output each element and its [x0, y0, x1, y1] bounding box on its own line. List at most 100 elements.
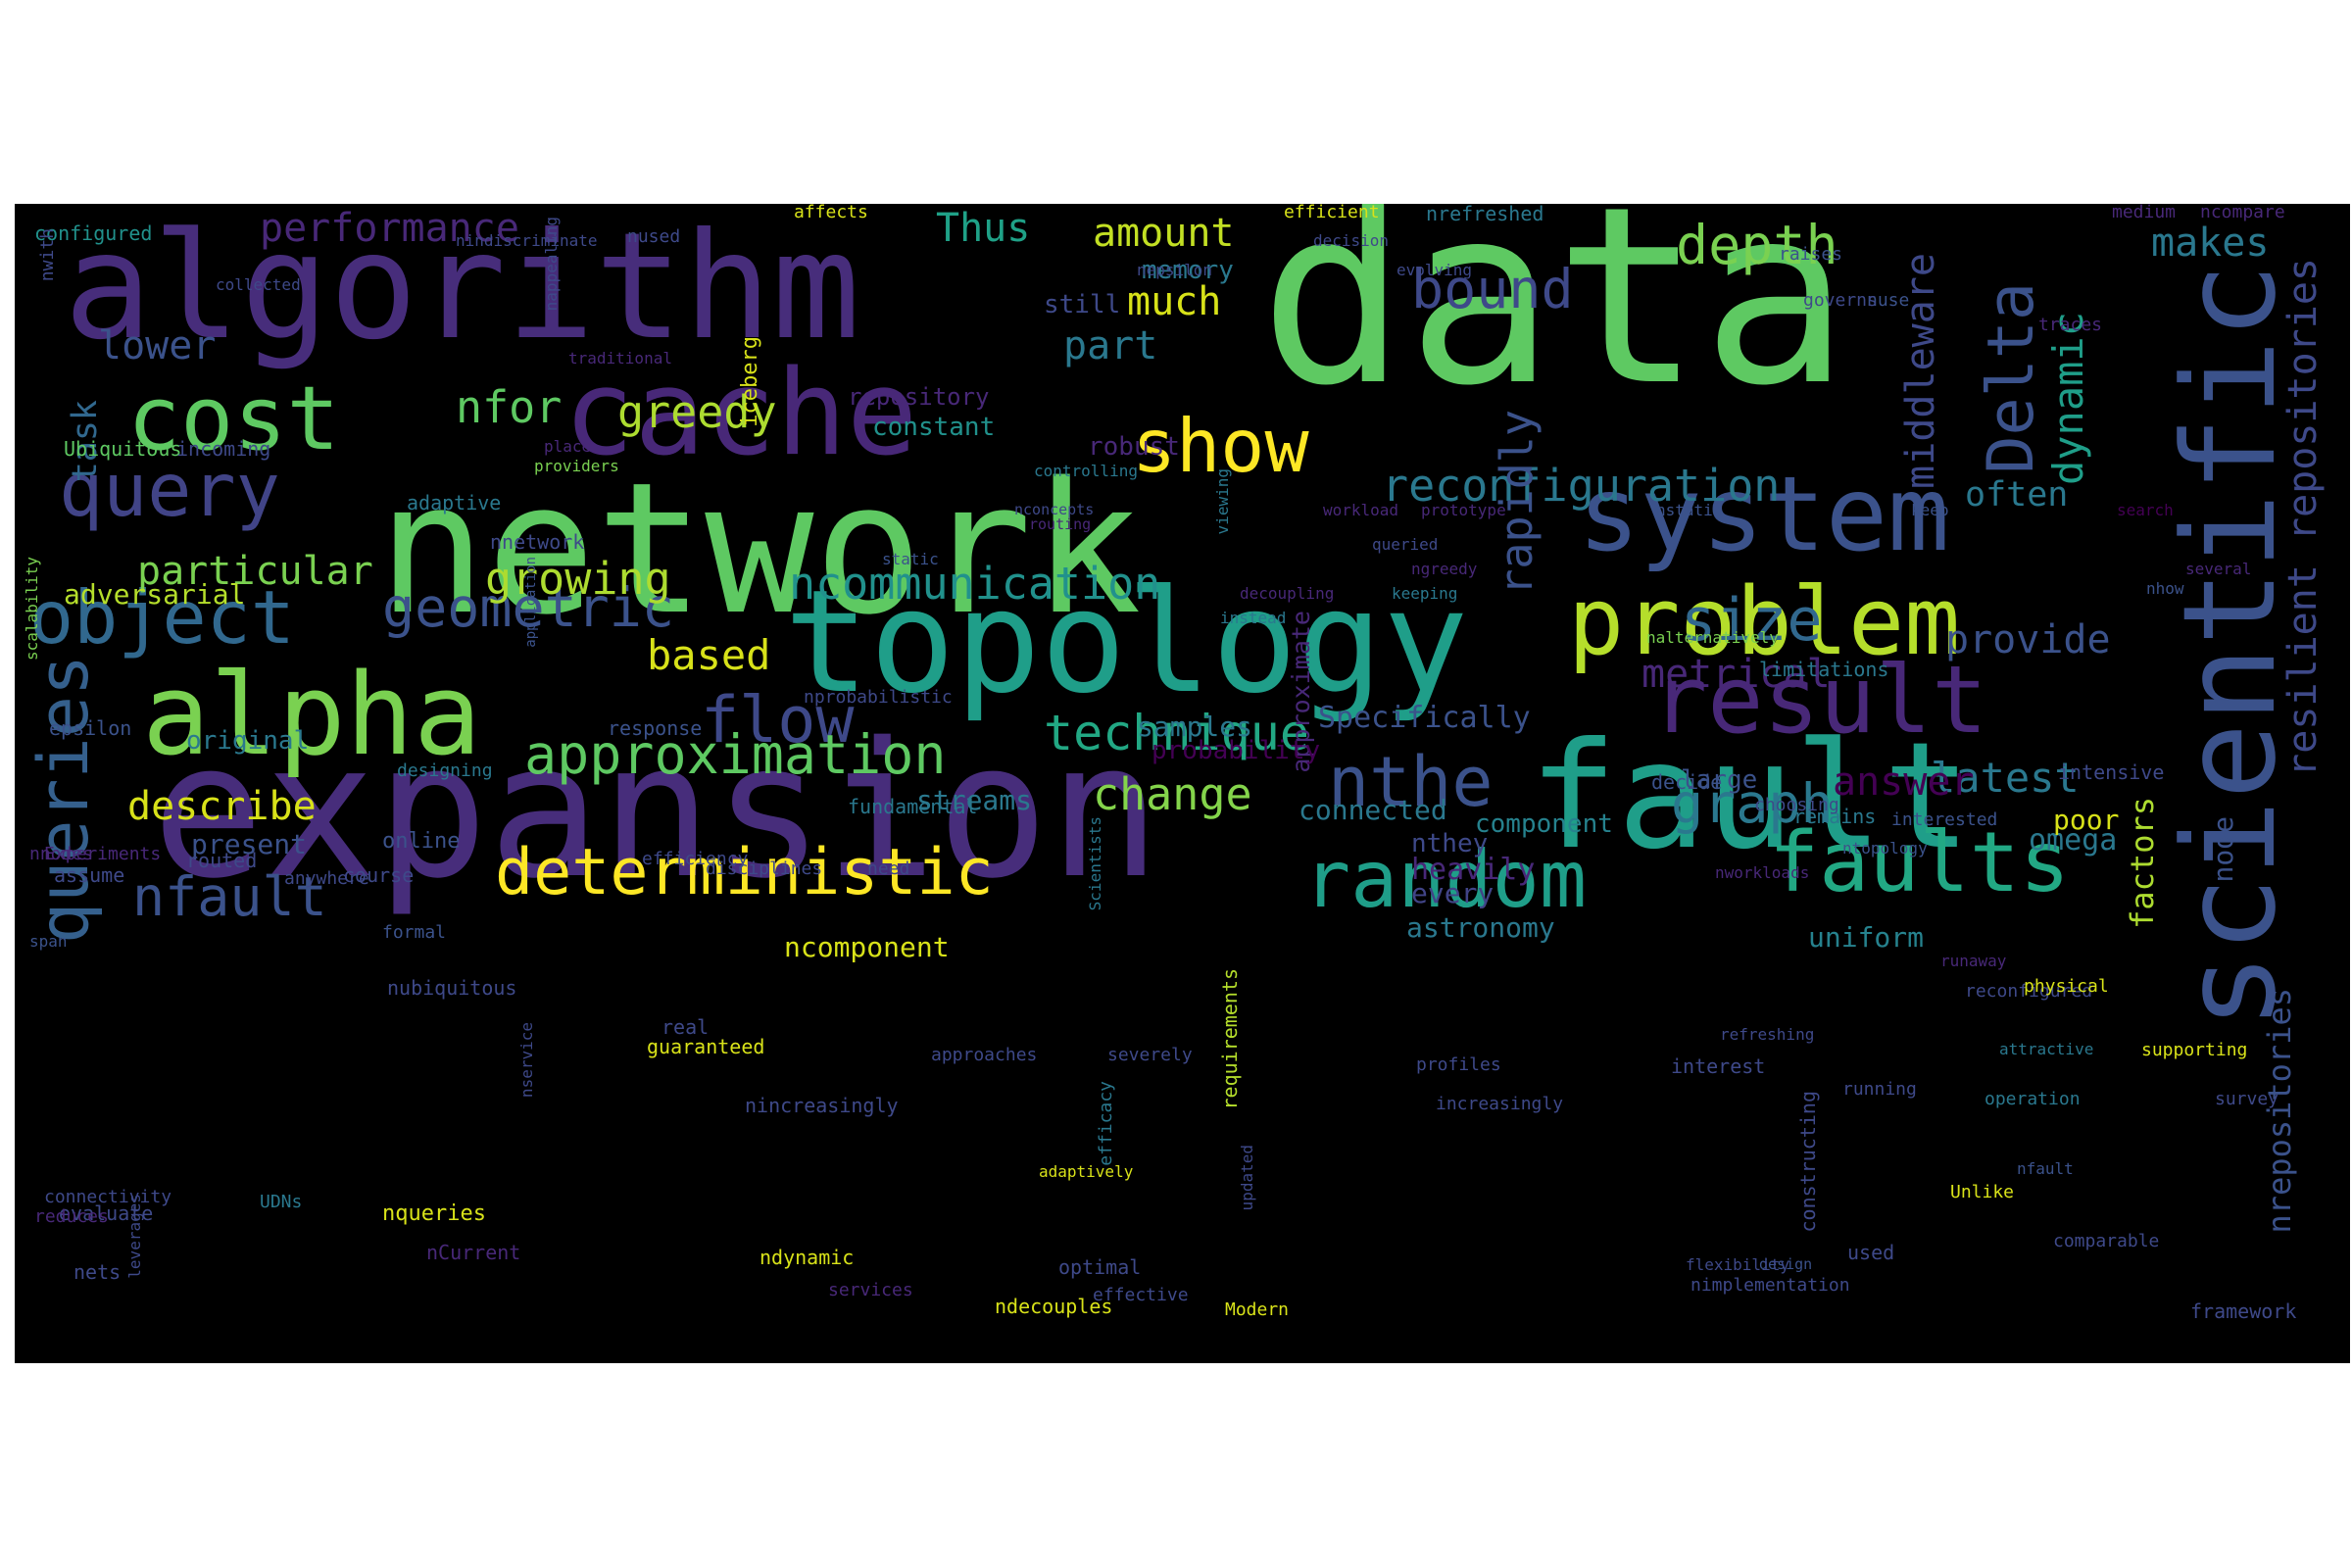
word-cloud-word: nprobabilistic: [804, 687, 953, 708]
word-cloud-word: deterministic: [495, 836, 994, 909]
word-cloud-word: graph: [1671, 772, 1834, 835]
word-cloud-word: network: [377, 443, 1142, 655]
word-cloud-word: refreshing: [1720, 1025, 1815, 1044]
word-cloud-word: query: [59, 447, 280, 533]
word-cloud-word: algorithm: [64, 204, 860, 372]
word-cloud-word: random: [1303, 834, 1587, 925]
word-cloud-word: limitations: [1759, 658, 1889, 681]
word-cloud-word: need: [867, 858, 910, 879]
word-cloud-word: several: [2185, 560, 2252, 578]
word-cloud-word: scalability: [23, 557, 41, 661]
word-cloud-word: nuse: [1867, 290, 1910, 311]
word-cloud-word: data: [1259, 204, 1850, 439]
word-cloud-word: Experiments: [44, 844, 162, 864]
word-cloud-word: workload: [1323, 501, 1399, 519]
word-cloud-word: evolving: [1396, 261, 1473, 279]
word-cloud-word: ndynamic: [760, 1246, 855, 1269]
word-cloud-word: online: [382, 829, 461, 854]
word-cloud-word: ndecouples: [995, 1295, 1113, 1318]
word-cloud-word: place: [544, 437, 592, 456]
word-cloud-word: reconfigured: [1965, 981, 2093, 1002]
word-cloud-word: supporting: [2141, 1040, 2248, 1060]
word-cloud-word: nservice: [517, 1022, 536, 1099]
word-cloud-word: Modern: [1225, 1299, 1290, 1320]
word-cloud-word: static: [882, 550, 939, 568]
word-cloud-word: nepsilon: [1137, 261, 1213, 279]
word-cloud-word: every: [1411, 877, 1494, 909]
word-cloud-word: queried: [1372, 535, 1439, 554]
word-cloud-word: component: [1475, 809, 1613, 839]
word-cloud-word: ncommunication: [789, 558, 1161, 610]
word-cloud-word: formal: [382, 922, 447, 943]
word-cloud-word: efficacy: [1096, 1081, 1116, 1166]
word-cloud-word: geometric: [382, 576, 675, 639]
word-cloud-word: attractive: [1999, 1040, 2094, 1058]
word-cloud-word: much: [1127, 279, 1222, 324]
word-cloud-word: running: [1842, 1079, 1917, 1100]
word-cloud-word: bound: [1411, 258, 1574, 320]
word-cloud-word: disciplines: [706, 858, 823, 879]
word-cloud-word: adversarial: [64, 578, 246, 611]
word-cloud-word: runaway: [1940, 952, 2007, 970]
word-cloud-word: effective: [1093, 1285, 1189, 1305]
word-cloud-word: services: [828, 1280, 913, 1300]
word-cloud-word: requirements: [1218, 968, 1242, 1110]
word-cloud-word: physical: [2024, 976, 2109, 997]
word-cloud-word: node: [2207, 816, 2239, 883]
word-cloud-word: fundamental: [848, 795, 978, 818]
word-cloud-word: still: [1044, 290, 1121, 319]
word-cloud-word: constant: [872, 413, 996, 442]
word-cloud-word: scientific: [2155, 263, 2304, 1030]
word-cloud-word: increasingly: [1436, 1094, 1564, 1114]
word-cloud-word: nfault: [2017, 1159, 2074, 1178]
word-cloud-word: approximation: [524, 723, 947, 786]
word-cloud-word: survey: [2215, 1089, 2279, 1109]
word-cloud-word: part: [1063, 323, 1158, 368]
word-cloud-word: nCurrent: [426, 1241, 521, 1264]
word-cloud-word: factors: [2124, 797, 2161, 929]
word-cloud-word: traces: [2038, 315, 2103, 335]
word-cloud-word: providers: [534, 457, 619, 475]
word-cloud-word: response: [608, 716, 703, 740]
word-cloud-word: controlling: [1034, 462, 1138, 480]
word-cloud-word: efficient: [1284, 204, 1380, 222]
word-cloud-word: faults: [1769, 814, 2071, 911]
word-cloud-word: Ubiquitous: [64, 437, 182, 461]
word-cloud-word: probability: [1152, 736, 1321, 765]
word-cloud-word: prototype: [1421, 501, 1506, 519]
word-cloud-word: Specifically: [1318, 701, 1531, 735]
word-cloud-word: optimal: [1058, 1255, 1142, 1279]
word-cloud-word: heavily: [1411, 853, 1536, 887]
word-cloud-word: Thus: [936, 206, 1031, 251]
word-cloud-word: cost: [127, 368, 340, 470]
word-cloud-word: configured: [34, 221, 153, 245]
word-cloud-word: severely: [1107, 1045, 1193, 1065]
word-cloud-word: evaluate: [59, 1201, 154, 1225]
word-cloud-word: nused: [627, 226, 681, 247]
word-cloud-word: interest: [1671, 1054, 1766, 1078]
word-cloud-word: Unlike: [1950, 1182, 2015, 1202]
word-cloud-word: intensive: [2058, 760, 2165, 784]
word-cloud-word: nincreasingly: [745, 1094, 899, 1117]
word-cloud-word: decision: [1313, 231, 1390, 250]
word-cloud-word: instead: [1220, 609, 1287, 627]
word-cloud-word: ntopology: [1842, 839, 1928, 858]
word-cloud-word: updated: [1238, 1145, 1256, 1211]
word-cloud-word: nnetwork: [490, 530, 585, 554]
word-cloud-word: routed: [186, 849, 258, 872]
word-cloud-word: nstatic: [1656, 501, 1723, 519]
word-cloud-word: operation: [1984, 1089, 2081, 1109]
word-cloud-word: often: [1965, 475, 2069, 514]
word-cloud-word: nalternatively: [1646, 628, 1779, 647]
word-cloud-word: change: [1093, 768, 1252, 820]
word-cloud-word: search: [2117, 501, 2174, 519]
word-cloud-word: particular: [137, 549, 373, 594]
word-cloud-word: medium: [2112, 204, 2177, 222]
word-cloud-word: lower: [98, 323, 217, 368]
word-cloud-word: nfor: [456, 381, 563, 433]
word-cloud-word: collected: [216, 275, 301, 294]
word-cloud-word: technique: [1044, 705, 1309, 761]
word-cloud-word: nnodes: [29, 844, 94, 864]
word-cloud-word: traditional: [568, 349, 672, 368]
word-cloud-word: application: [523, 557, 539, 648]
